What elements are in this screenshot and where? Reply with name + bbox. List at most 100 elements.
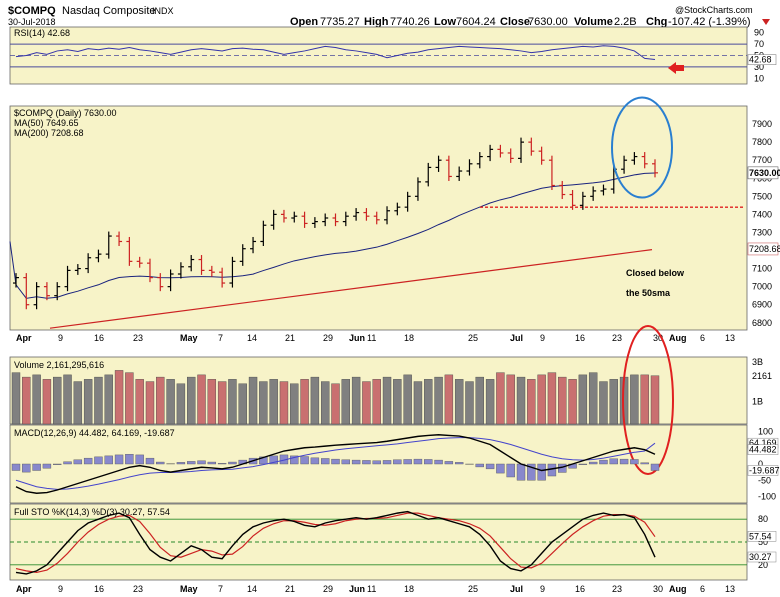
rsi-line xyxy=(15,45,656,60)
price-bar-45 xyxy=(476,152,483,169)
macd-hist-28 xyxy=(300,456,309,465)
volume-bar-7 xyxy=(83,379,93,425)
annotation-line-1: Closed below xyxy=(626,268,685,278)
sto-last-label-1: 30.27 xyxy=(749,552,772,562)
macd-hist-29 xyxy=(310,457,320,465)
macd-hist-3 xyxy=(42,463,52,469)
price-bar-9 xyxy=(105,231,112,259)
sto-xtick-17: 30 xyxy=(653,584,663,594)
macd-hist-38 xyxy=(403,459,412,465)
price-bar-1 xyxy=(23,273,30,310)
sto-xtick-4: May xyxy=(180,584,198,594)
price-xtick-2: 16 xyxy=(94,333,104,343)
chg-label: Chg xyxy=(646,16,667,28)
macd-ytick-0: 100 xyxy=(758,427,773,437)
price-bar-6 xyxy=(74,264,81,275)
volume-bar-41 xyxy=(434,376,443,425)
price-bar-22 xyxy=(239,244,246,266)
price-bar-13 xyxy=(146,258,153,283)
volume-bar-3 xyxy=(42,379,52,425)
price-bar-19 xyxy=(208,265,215,277)
price-title: $COMPQ (Daily) 7630.00 xyxy=(14,108,117,118)
ma50-label: MA(50) 7649.65 xyxy=(14,118,79,128)
rsi-last-box xyxy=(747,54,777,65)
sto-xtick-8: 29 xyxy=(323,584,333,594)
price-bar-16 xyxy=(177,262,184,279)
chart-date: 30-Jul-2018 xyxy=(8,17,56,27)
sto-last-label-0: 57.54 xyxy=(749,531,772,541)
price-bar-21 xyxy=(229,256,236,288)
price-bar-55 xyxy=(579,191,586,210)
macd-hist-30 xyxy=(320,458,330,465)
volume-bar-50 xyxy=(527,379,536,425)
price-bar-10 xyxy=(116,231,123,246)
volume-bar-47 xyxy=(496,372,505,425)
macd-hist-60 xyxy=(630,459,639,465)
rsi-ytick-10: 10 xyxy=(754,73,764,83)
price-bar-38 xyxy=(404,191,411,212)
macd-hist-1 xyxy=(22,463,31,473)
macd-last-label-2: -19.687 xyxy=(749,466,780,476)
volume-bar-25 xyxy=(269,379,278,425)
volume-bar-56 xyxy=(588,372,598,425)
macd-hist-39 xyxy=(413,458,423,465)
volume-bar-53 xyxy=(558,376,567,425)
price-ytick-7900: 7900 xyxy=(752,119,772,129)
ma200-value-box xyxy=(747,242,779,256)
price-xtick-8: 29 xyxy=(323,333,333,343)
macd-hist-46 xyxy=(485,463,495,470)
volume-bar-23 xyxy=(248,376,258,425)
price-bar-34 xyxy=(363,208,370,221)
volume-bar-16 xyxy=(176,383,186,425)
volume-bar-10 xyxy=(114,370,124,425)
macd-hist-33 xyxy=(351,459,361,465)
volume-bar-43 xyxy=(454,379,464,425)
close-label: Close xyxy=(500,16,530,28)
price-bar-24 xyxy=(260,220,267,246)
volume-bar-2 xyxy=(32,374,41,425)
rsi-last-label: 42.68 xyxy=(749,55,772,65)
price-xtick-12: 25 xyxy=(468,333,478,343)
volume-bar-51 xyxy=(537,374,546,425)
price-xtick-18: Aug xyxy=(669,333,687,343)
price-bar-53 xyxy=(559,180,566,200)
macd-hist-16 xyxy=(176,462,186,465)
price-bar-62 xyxy=(652,159,658,178)
macd-hist-8 xyxy=(94,456,103,465)
price-ytick-7300: 7300 xyxy=(752,227,772,237)
volume-bar-58 xyxy=(609,379,618,425)
price-bar-7 xyxy=(85,253,92,274)
price-ytick-7800: 7800 xyxy=(752,137,772,147)
price-bar-61 xyxy=(641,152,648,169)
price-bar-18 xyxy=(198,255,205,275)
price-ytick-7700: 7700 xyxy=(752,155,772,165)
macd-hist-50 xyxy=(527,463,536,481)
price-bar-42 xyxy=(445,155,452,181)
volume-bar-9 xyxy=(104,374,113,425)
volume-bar-49 xyxy=(516,376,526,425)
macd-last-label-0: 64.169 xyxy=(749,438,777,448)
high-label: High xyxy=(364,16,389,28)
ma200-value-label: 7208.68 xyxy=(749,244,780,254)
price-xtick-11: 18 xyxy=(404,333,414,343)
macd-hist-37 xyxy=(393,459,402,465)
close-price-box xyxy=(747,166,779,180)
blue-highlight-ellipse xyxy=(611,96,673,199)
price-bar-59 xyxy=(621,155,628,174)
volume-ytick-0: 3B xyxy=(752,357,763,367)
index-tag: INDX xyxy=(152,6,174,16)
price-bar-14 xyxy=(157,273,164,292)
sto-xtick-16: 23 xyxy=(612,584,622,594)
sto-title: Full STO %K(14,3) %D(3) 30.27, 57.54 xyxy=(14,507,170,517)
price-bar-28 xyxy=(301,211,308,228)
volume-bar-14 xyxy=(156,376,165,425)
price-xtick-15: 16 xyxy=(575,333,585,343)
macd-hist-13 xyxy=(145,457,155,465)
sto-xtick-20: 13 xyxy=(725,584,735,594)
volume-bar-32 xyxy=(341,379,351,425)
volume-bar-18 xyxy=(197,374,206,425)
price-bar-23 xyxy=(250,236,257,254)
macd-hist-43 xyxy=(454,462,464,465)
price-xtick-1: 9 xyxy=(58,333,63,343)
